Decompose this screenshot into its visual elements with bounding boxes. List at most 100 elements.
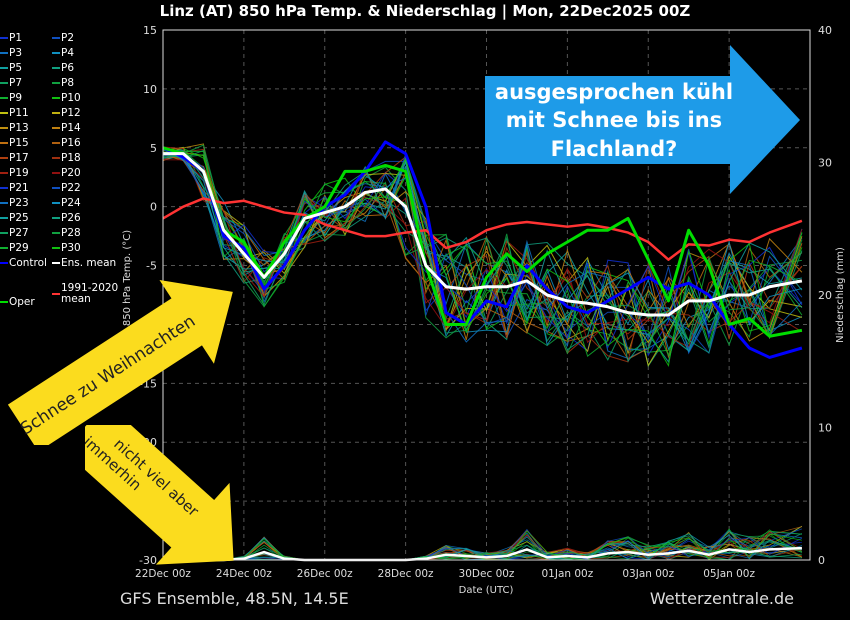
legend-label: P8 bbox=[61, 77, 75, 89]
member-line bbox=[162, 149, 803, 342]
legend-swatch bbox=[0, 52, 8, 54]
legend-label: Control bbox=[9, 257, 47, 269]
series-line-ens-mean bbox=[163, 152, 803, 317]
legend-swatch bbox=[0, 172, 8, 174]
legend-label: P22 bbox=[61, 182, 81, 194]
legend-swatch bbox=[0, 301, 8, 303]
legend-item: P17 bbox=[0, 152, 29, 164]
blue-callout-arrow: ausgesprochen kühl mit Schnee bis ins Fl… bbox=[485, 45, 800, 194]
legend-swatch bbox=[0, 37, 8, 39]
legend-item: P7 bbox=[0, 77, 22, 89]
legend-swatch bbox=[0, 97, 8, 99]
legend-label: 1991-2020 mean bbox=[61, 281, 119, 305]
x-tick-label: 05Jan 00z bbox=[703, 568, 755, 580]
legend-label: P21 bbox=[9, 182, 29, 194]
yellow-callout-arrow-1: Schnee zu Weihnachten bbox=[7, 279, 233, 445]
legend-swatch bbox=[52, 67, 60, 69]
y-tick-label: 0 bbox=[150, 201, 157, 214]
legend-item: P27 bbox=[0, 227, 29, 239]
legend-swatch bbox=[0, 82, 8, 84]
legend-label: P17 bbox=[9, 152, 29, 164]
legend-label: P1 bbox=[9, 32, 23, 44]
legend-label: P3 bbox=[9, 47, 23, 59]
member-line bbox=[162, 148, 803, 363]
legend-label: P12 bbox=[61, 107, 81, 119]
legend-item: P13 bbox=[0, 122, 29, 134]
legend-item: P1 bbox=[0, 32, 22, 44]
legend-swatch bbox=[52, 157, 60, 159]
legend-item: P12 bbox=[52, 107, 81, 119]
legend-item: Oper bbox=[0, 296, 35, 308]
y2-tick-label: 30 bbox=[818, 157, 832, 170]
legend-label: P29 bbox=[9, 242, 29, 254]
member-precip-line bbox=[163, 535, 802, 561]
legend-label: P15 bbox=[9, 137, 29, 149]
member-line bbox=[162, 154, 803, 363]
legend-item: P19 bbox=[0, 167, 29, 179]
legend-label: P30 bbox=[61, 242, 81, 254]
legend-item: P16 bbox=[52, 137, 81, 149]
legend-item: P20 bbox=[52, 167, 81, 179]
x-tick-label: 24Dec 00z bbox=[216, 568, 272, 580]
member-line bbox=[162, 154, 803, 349]
legend-swatch bbox=[0, 202, 8, 204]
member-line bbox=[162, 153, 803, 361]
legend-item: P3 bbox=[0, 47, 22, 59]
y-tick-label: 5 bbox=[150, 142, 157, 155]
footer-site: Wetterzentrale.de bbox=[649, 589, 794, 608]
legend-swatch bbox=[0, 112, 8, 114]
y2-tick-label: 0 bbox=[818, 554, 825, 567]
legend-label: P2 bbox=[61, 32, 75, 44]
x-axis-label: Date (UTC) bbox=[459, 585, 514, 596]
legend-item: P24 bbox=[52, 197, 81, 209]
legend-item: 1991-2020 mean bbox=[52, 281, 121, 305]
x-tick-label: 01Jan 00z bbox=[541, 568, 593, 580]
chart-title: Linz (AT) 850 hPa Temp. & Niederschlag |… bbox=[159, 2, 691, 20]
member-line bbox=[162, 149, 803, 363]
legend-item: P23 bbox=[0, 197, 29, 209]
legend-swatch bbox=[52, 52, 60, 54]
y-tick-label: -5 bbox=[146, 260, 157, 273]
legend-label: P25 bbox=[9, 212, 29, 224]
member-line bbox=[162, 150, 803, 357]
legend-label: P5 bbox=[9, 62, 23, 74]
legend-swatch bbox=[52, 187, 60, 189]
legend-swatch bbox=[52, 202, 60, 204]
legend-item: P21 bbox=[0, 182, 29, 194]
y2-tick-label: 20 bbox=[818, 289, 832, 302]
y2-tick-label: 40 bbox=[818, 24, 832, 37]
blue-callout-line-3: Flachland? bbox=[551, 137, 678, 161]
legend-item: P26 bbox=[52, 212, 81, 224]
footer-model-info: GFS Ensemble, 48.5N, 14.5E bbox=[120, 589, 349, 608]
legend-swatch bbox=[52, 232, 60, 234]
legend-swatch bbox=[0, 142, 8, 144]
legend-item: P15 bbox=[0, 137, 29, 149]
precip-lines bbox=[163, 546, 802, 562]
legend-item: P30 bbox=[52, 242, 81, 254]
y-axis-label: 850 hPa Temp. (°C) bbox=[122, 230, 133, 326]
legend-label: P6 bbox=[61, 62, 75, 74]
legend-item: P2 bbox=[52, 32, 74, 44]
legend-label: P7 bbox=[9, 77, 23, 89]
y-tick-label: -30 bbox=[139, 554, 157, 567]
legend-item: Ens. mean bbox=[52, 257, 116, 269]
blue-callout-line-2: mit Schnee bis ins bbox=[506, 108, 722, 132]
legend-label: P11 bbox=[9, 107, 29, 119]
precip-mean-line bbox=[163, 546, 802, 562]
x-tick-label: 22Dec 00z bbox=[135, 568, 191, 580]
main-series bbox=[162, 140, 803, 359]
series-line-1991-2020-mean bbox=[162, 197, 803, 261]
legend-label: P19 bbox=[9, 167, 29, 179]
legend-swatch bbox=[0, 217, 8, 219]
legend-item: Control bbox=[0, 257, 47, 269]
legend-swatch bbox=[52, 97, 60, 99]
legend-swatch bbox=[0, 262, 8, 264]
legend-label: P9 bbox=[9, 92, 23, 104]
legend-item: P11 bbox=[0, 107, 29, 119]
legend-swatch bbox=[52, 112, 60, 114]
legend-item: P22 bbox=[52, 182, 81, 194]
legend-label: P28 bbox=[61, 227, 81, 239]
legend-label: P10 bbox=[61, 92, 81, 104]
legend-label: Oper bbox=[9, 296, 35, 308]
